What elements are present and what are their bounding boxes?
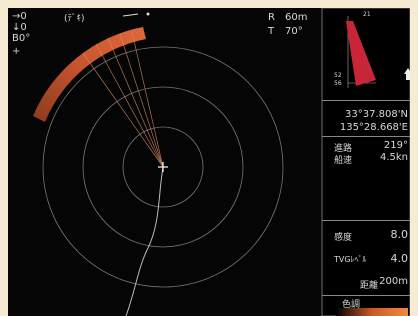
sonar-screen: + →0 ↓0 B0° (ﾃﾞｷ) R 60m T 70° 21 52 56 3… bbox=[8, 8, 410, 316]
r-value: 60m bbox=[285, 12, 307, 23]
r-label: R bbox=[268, 12, 275, 23]
tvg: 4.0 bbox=[358, 252, 408, 265]
longitude: 135°28.668'E bbox=[324, 122, 408, 133]
course: 219° bbox=[358, 140, 408, 151]
page: + →0 ↓0 B0° (ﾃﾞｷ) R 60m T 70° 21 52 56 3… bbox=[0, 0, 418, 316]
cross-icon: + bbox=[12, 46, 20, 57]
compass-a: 52 bbox=[334, 72, 342, 79]
gain: 8.0 bbox=[358, 228, 408, 241]
mode: (ﾃﾞｷ) bbox=[64, 11, 85, 24]
x-offset: →0 bbox=[12, 11, 27, 22]
y-offset: ↓0 bbox=[12, 22, 27, 33]
gain-label: 感度 bbox=[334, 230, 352, 243]
echo-arc bbox=[33, 27, 146, 122]
t-value: 70° bbox=[285, 26, 303, 37]
track bbox=[126, 167, 163, 316]
t-label: T bbox=[268, 26, 274, 37]
range-setting: 200m bbox=[358, 276, 408, 287]
bearing: B0° bbox=[12, 33, 30, 44]
compass-b: 56 bbox=[334, 80, 342, 87]
speed: 4.5kn bbox=[358, 152, 408, 163]
speed-label: 船速 bbox=[334, 153, 352, 166]
own-ship bbox=[158, 162, 168, 172]
heading-mark bbox=[123, 14, 138, 16]
latitude: 33°37.808'N bbox=[324, 109, 408, 120]
compass-top: 21 bbox=[363, 11, 371, 18]
tone-bar bbox=[336, 308, 408, 316]
